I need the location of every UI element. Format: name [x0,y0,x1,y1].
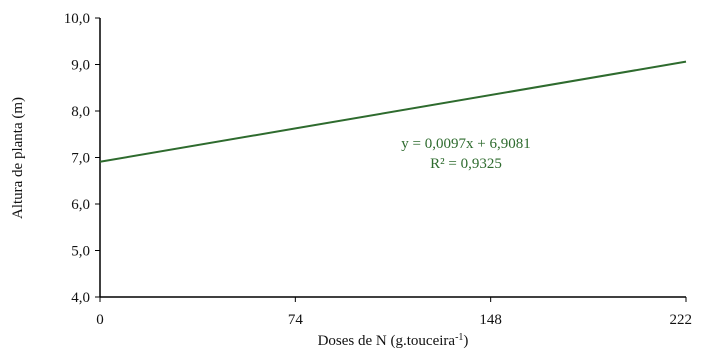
y-tick-label: 5,0 [71,244,90,260]
y-tick-label: 4,0 [71,290,90,306]
y-tick-label: 7,0 [71,151,90,167]
x-axis-title-close: ) [463,333,468,349]
x-tick-label: 0 [96,312,104,328]
y-tick-label: 10,0 [64,11,90,27]
trendline-r-squared: R² = 0,9325 [430,156,502,172]
x-tick-label: 148 [479,312,502,328]
x-axis-ticks: 0 74 148 222 [96,297,692,328]
series-line-trend [99,60,687,163]
x-tick-label: 222 [670,312,693,328]
trendline-equation: y = 0,0097x + 6,9081 [401,136,530,152]
y-axis-title: Altura de planta (m) [10,97,26,219]
y-axis-ticks: 4,0 5,0 6,0 7,0 8,0 9,0 10,0 [64,11,100,306]
x-axis-title-superscript: -1 [455,332,463,343]
y-tick-label: 9,0 [71,58,90,74]
y-tick-label: 6,0 [71,197,90,213]
x-axis-title-main: Doses de N (g.touceira [318,333,456,349]
y-tick-label: 8,0 [71,104,90,120]
x-axis-title: Doses de N (g.touceira-1) [318,332,469,350]
x-tick-label: 74 [288,312,304,328]
